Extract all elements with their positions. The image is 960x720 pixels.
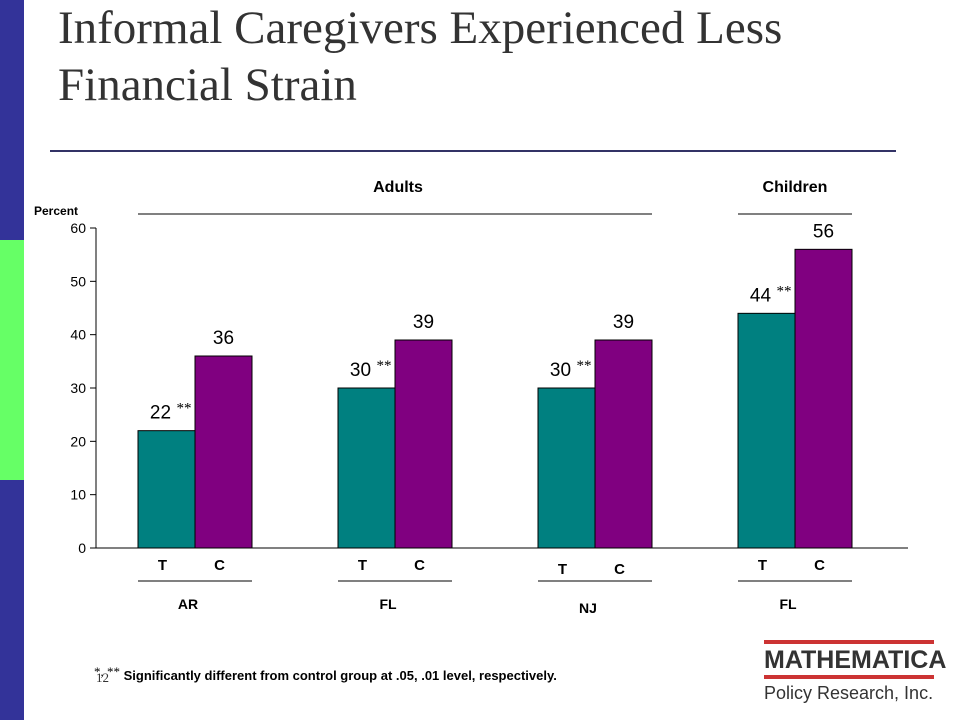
side-bar-blue-bottom [0,480,24,720]
bar-category-label: T [358,557,367,574]
bar-value-label: 39 [613,312,634,333]
bar-c [594,339,653,549]
significance-marker: ** [377,358,392,374]
bar-t [537,387,596,549]
side-bar-blue-top [0,0,24,240]
bar-c [394,339,453,549]
footnote-stars: *, ** [94,664,120,679]
bar-c [194,355,253,549]
bar-c [794,248,853,549]
group-header-label: Children [763,179,828,196]
bar-category-label: T [158,557,167,574]
mathematica-logo: MATHEMATICA Policy Research, Inc. [764,640,947,704]
y-tick-label: 50 [70,273,86,289]
bar-t [137,430,196,549]
footnote-text: Significantly different from control gro… [123,668,557,683]
bar-category-label: T [558,561,567,578]
significance-marker: ** [777,283,792,299]
bar-value-label: 30 [350,360,371,381]
group-header-label: Adults [373,179,423,196]
bar-chart: 0 10 20 30 40 50 60 Percent Adults Children 22 ** T 3… [34,179,908,616]
bar-category-label: T [758,557,767,574]
bar-t [337,387,396,549]
bar-value-label: 22 [150,403,171,424]
significance-marker: ** [577,358,592,374]
y-tick-label: 20 [70,433,86,449]
page-number: 12 [96,670,109,685]
bar-t [737,312,796,549]
bar-category-label: C [214,557,225,574]
y-tick-label: 40 [70,327,86,343]
logo-name: MATHEMATICA [764,646,947,674]
y-tick-label: 30 [70,380,86,396]
slide-title: Informal Caregivers Experienced Less Fin… [58,2,783,111]
logo-rule-top [764,640,934,644]
logo-subtitle: Policy Research, Inc. [764,683,934,703]
group-label: FL [779,596,797,612]
group-label: AR [178,596,198,612]
y-tick-label: 0 [78,540,86,556]
bar-category-label: C [614,561,625,578]
bar-value-label: 39 [413,312,434,333]
bar-value-label: 36 [213,328,234,349]
side-bar-green [0,240,24,480]
bar-category-label: C [814,557,825,574]
y-tick-label: 10 [70,487,86,503]
bar-value-label: 44 [750,285,772,306]
y-tick-label: 60 [70,220,86,236]
group-label: FL [379,596,397,612]
y-axis-label: Percent [34,204,78,218]
group-label: NJ [579,600,597,616]
title-rule [50,150,896,152]
bar-value-label: 30 [550,360,571,381]
footnote: *, ** Significantly different from contr… [94,664,557,683]
significance-marker: ** [177,401,192,417]
bar-category-label: C [414,557,425,574]
bar-value-label: 56 [813,221,834,242]
logo-rule-middle [764,675,934,679]
